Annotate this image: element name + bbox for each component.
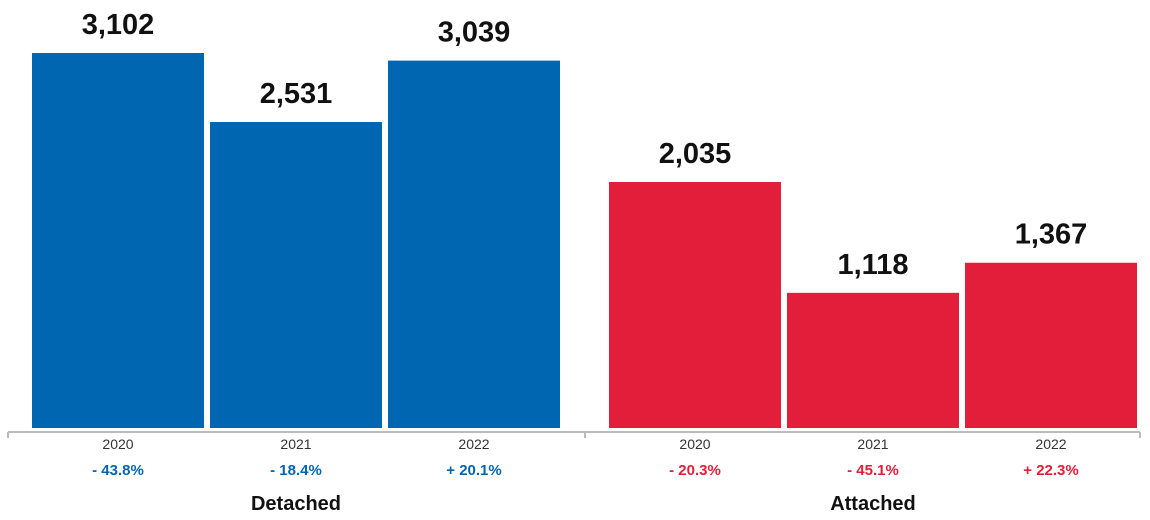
bar-detached-2021 [210, 122, 382, 428]
bar-value-label: 3,102 [82, 9, 155, 41]
bar-detached-2020 [32, 53, 204, 428]
yoy-change-label: - 45.1% [847, 462, 899, 479]
group-label-detached: Detached [251, 493, 341, 515]
yoy-change-label: + 22.3% [1023, 462, 1078, 479]
labels-layer: 3,102 2020 - 43.8% 2,531 2021 - 18.4% 3,039 202… [82, 9, 1088, 515]
bar-attached-2020 [609, 181, 781, 428]
yoy-change-label: - 18.4% [270, 462, 322, 479]
x-tick-label-year: 2021 [857, 436, 888, 452]
bar-value-label: 3,039 [438, 17, 511, 49]
x-tick-label-year: 2022 [1035, 436, 1066, 452]
bar-detached-2022 [388, 60, 560, 428]
x-tick-label-year: 2021 [280, 436, 311, 452]
x-tick-label-year: 2022 [458, 436, 489, 452]
yoy-change-label: + 20.1% [446, 462, 501, 479]
bar-attached-2022 [965, 262, 1137, 428]
bar-value-label: 1,118 [838, 249, 909, 281]
x-axis [7, 431, 1141, 438]
yoy-change-label: - 43.8% [92, 462, 144, 479]
yoy-change-label: - 20.3% [669, 462, 721, 479]
x-tick-label-year: 2020 [679, 436, 710, 452]
bar-value-label: 2,035 [659, 138, 732, 170]
bar-value-label: 2,531 [260, 78, 333, 110]
bar-attached-2021 [787, 292, 959, 428]
group-label-attached: Attached [830, 493, 916, 515]
bars-layer [32, 53, 1137, 428]
x-tick-label-year: 2020 [102, 436, 133, 452]
bar-value-label: 1,367 [1015, 219, 1088, 251]
